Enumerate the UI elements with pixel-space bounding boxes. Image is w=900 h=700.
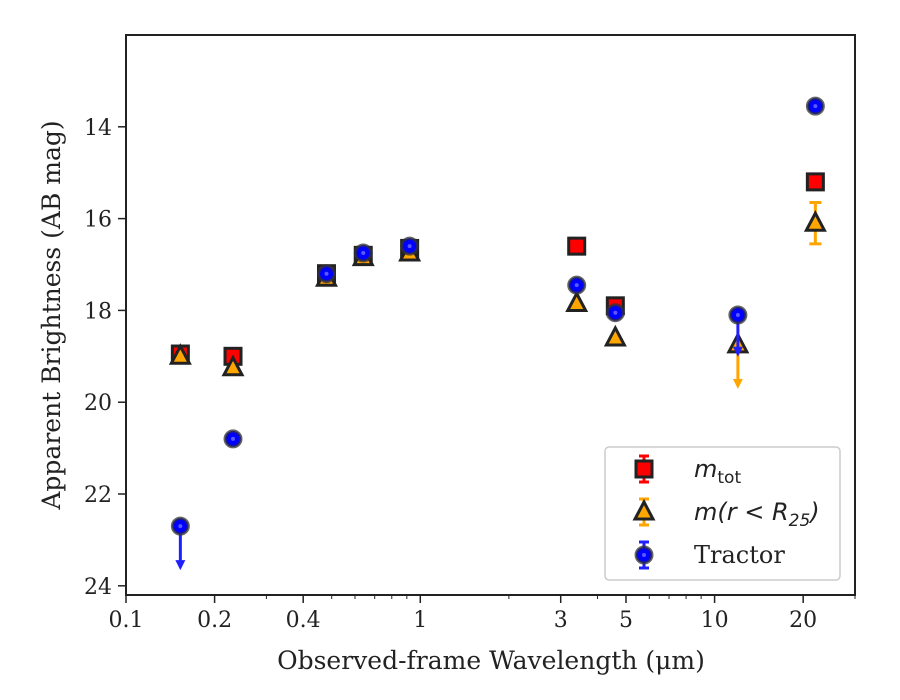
marker-shape — [603, 324, 627, 347]
data-point — [805, 172, 825, 192]
y-tick-label: 16 — [84, 208, 112, 233]
marker-shape — [565, 290, 589, 313]
data-point — [805, 96, 825, 116]
data-point — [400, 236, 420, 256]
marker-center — [407, 244, 412, 249]
y-tick-label: 18 — [84, 299, 112, 324]
data-point — [603, 324, 627, 347]
data-point — [565, 290, 589, 313]
data-point — [567, 275, 587, 295]
marker-shape — [567, 236, 587, 256]
data-point — [170, 516, 190, 536]
marker-center — [813, 104, 818, 109]
y-axis-title: Apparent Brightness (AB mag) — [37, 120, 66, 510]
data-point — [567, 236, 587, 256]
legend-marker — [634, 545, 654, 565]
x-axis-title: Observed-frame Wavelength (μm) — [277, 646, 705, 675]
x-tick-label: 0.4 — [286, 608, 321, 633]
data-point — [316, 264, 336, 284]
marker-shape — [632, 498, 656, 521]
axes: 0.1 0.2 0.4 1 3 5 10 20 14 16 18 20 22 24 — [84, 34, 856, 633]
marker-center — [642, 553, 646, 557]
legend-label: Tractor — [694, 541, 785, 569]
data-point — [728, 305, 748, 325]
y-tick-label: 20 — [84, 391, 112, 416]
marker-shape — [803, 209, 827, 232]
series-square — [170, 172, 825, 366]
data-point — [605, 303, 625, 323]
legend-frame — [604, 446, 841, 581]
y-tick-label: 14 — [84, 116, 112, 141]
marker-center — [361, 251, 366, 256]
marker-shape — [221, 354, 245, 377]
marker-shape — [168, 343, 192, 365]
marker-shape — [805, 172, 825, 192]
data-point — [353, 243, 373, 263]
plot-area — [168, 96, 827, 571]
marker-center — [231, 436, 236, 441]
y-tick-label: 22 — [84, 483, 112, 508]
marker-center — [574, 283, 579, 288]
y-tick-label: 24 — [84, 575, 112, 600]
marker-center — [178, 524, 183, 529]
x-tick-label: 3 — [554, 608, 568, 633]
x-tick-label: 5 — [619, 608, 633, 633]
marker-center — [613, 310, 618, 315]
legend-label: mtot — [694, 455, 741, 488]
data-point — [168, 343, 192, 365]
x-tick-label: 0.2 — [197, 608, 232, 633]
legend: mtot m(r < R25) Tractor — [604, 446, 841, 581]
marker-center — [735, 313, 740, 317]
legend-label: m(r < R25) — [694, 498, 820, 531]
plot-frame — [125, 34, 856, 596]
marker-center — [324, 271, 329, 276]
x-tick-label: 10 — [701, 608, 729, 633]
series-circle — [170, 96, 825, 571]
legend-marker — [634, 459, 654, 479]
x-tick-label: 20 — [789, 608, 817, 633]
legend-marker — [632, 498, 656, 521]
x-tick-label: 1 — [413, 608, 427, 633]
data-point — [803, 209, 827, 232]
data-point — [223, 429, 243, 449]
x-tick-label: 0.1 — [109, 608, 144, 633]
series-triangle — [168, 201, 827, 389]
data-point — [221, 354, 245, 377]
marker-shape — [634, 459, 654, 479]
